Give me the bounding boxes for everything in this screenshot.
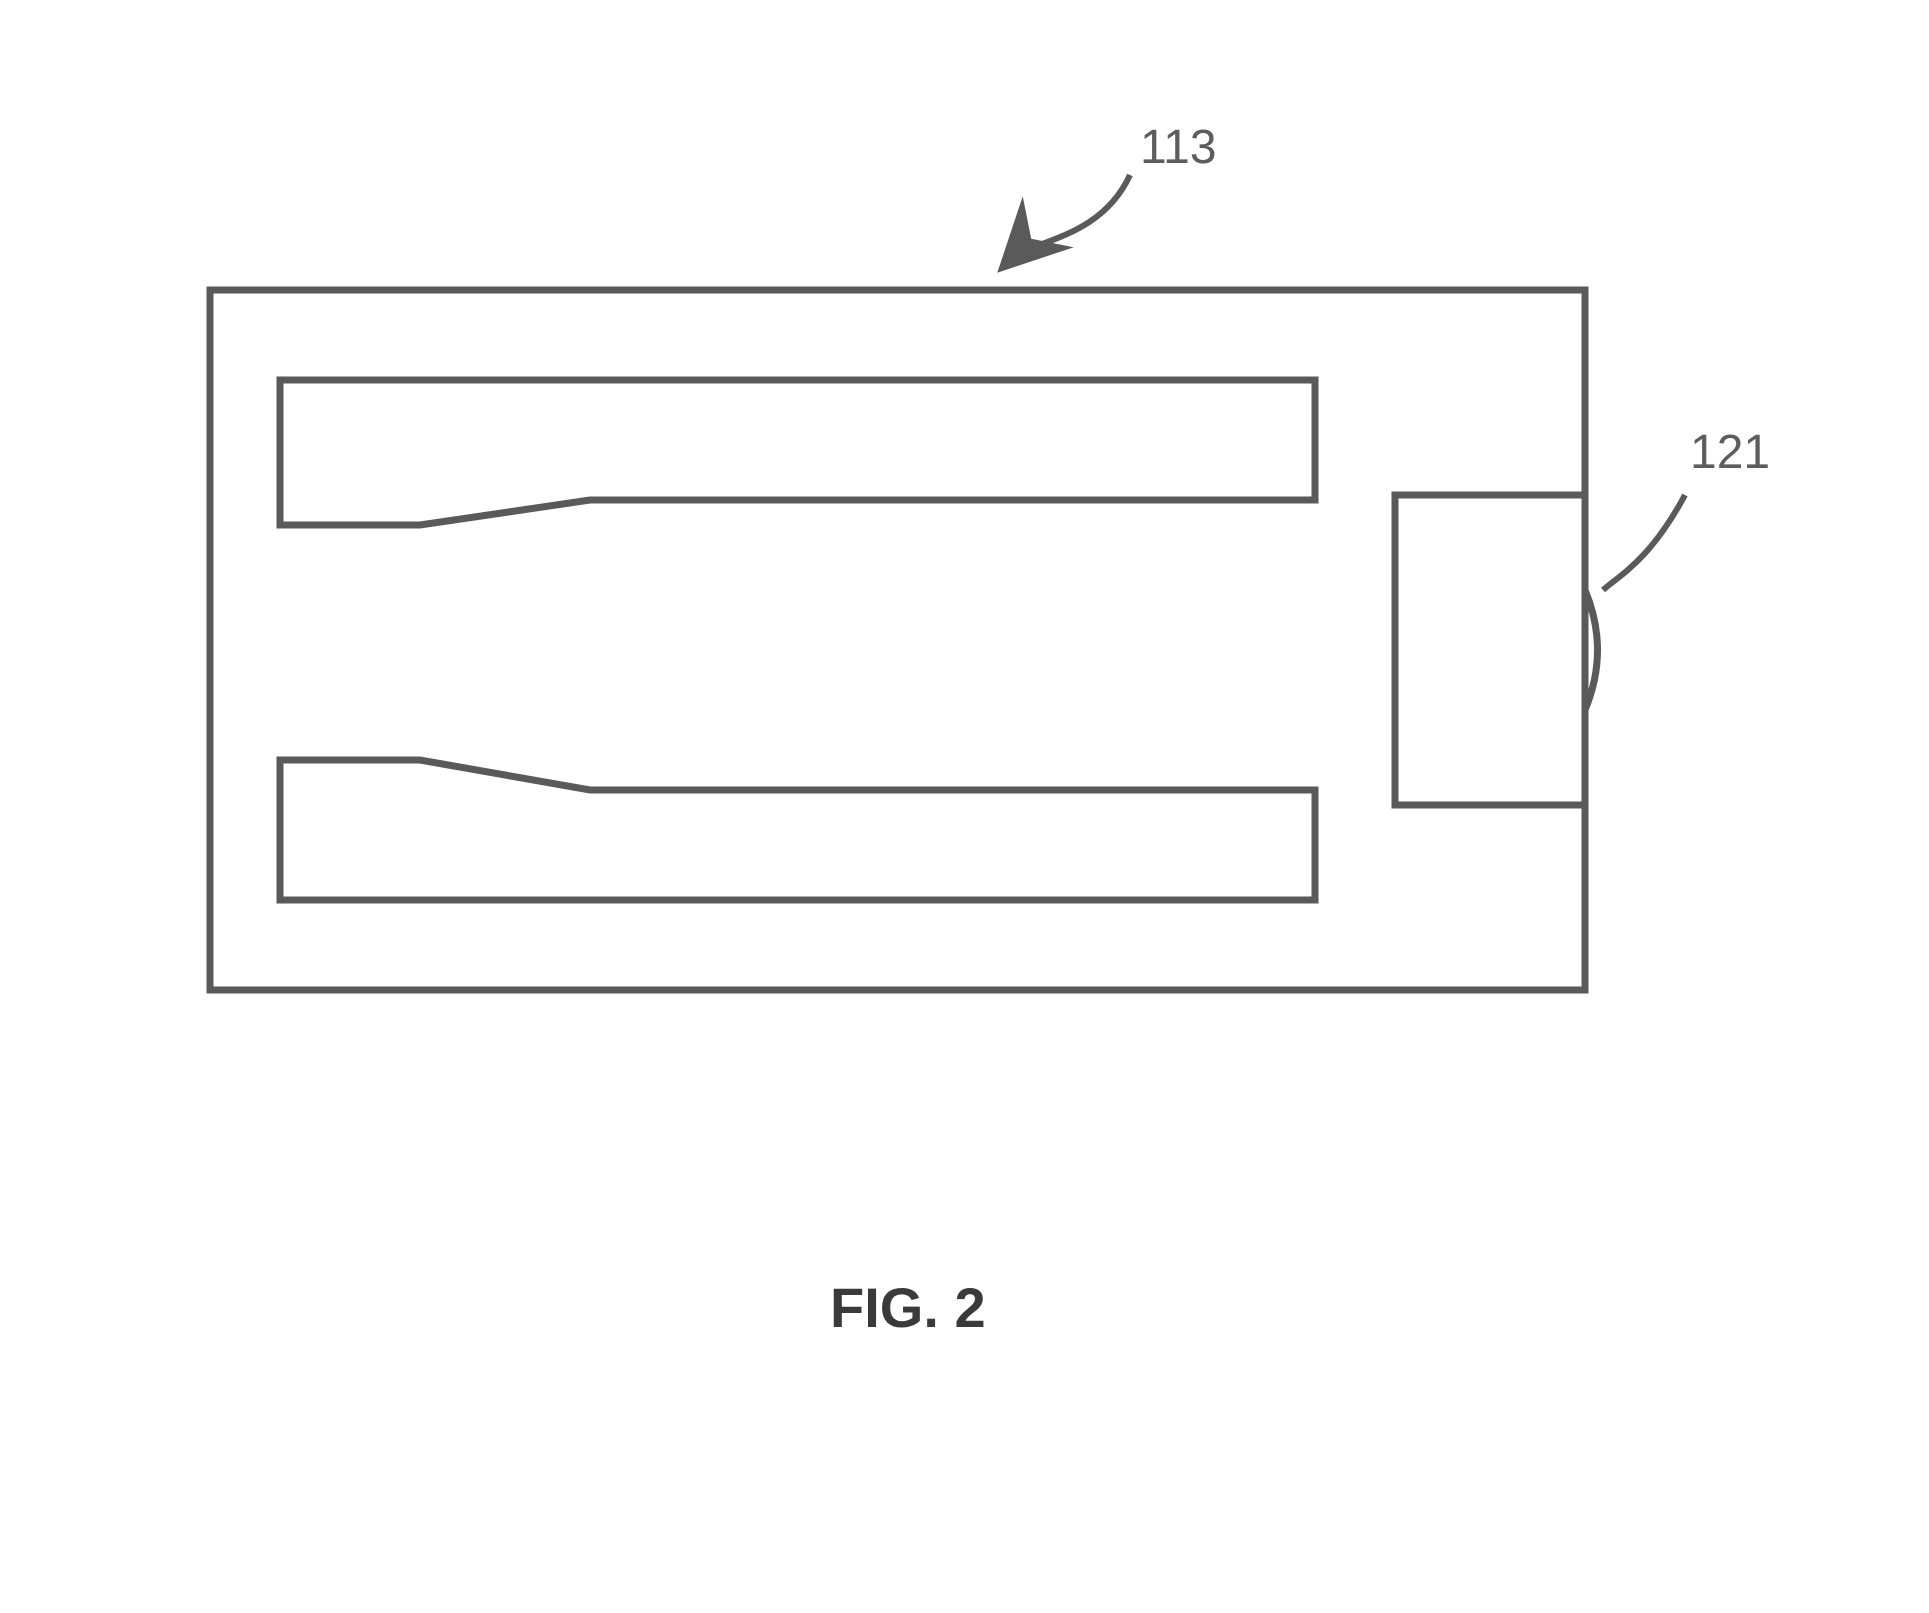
diagram-svg: [0, 0, 1929, 1613]
label-121: 121: [1690, 425, 1770, 480]
label-113: 113: [1140, 120, 1217, 175]
figure-caption: FIG. 2: [830, 1275, 986, 1340]
leader-113: [1010, 175, 1130, 260]
leader-121: [1603, 495, 1685, 590]
bottom-bar: [280, 760, 1315, 900]
figure-canvas: 113 121 FIG. 2: [0, 0, 1929, 1613]
top-bar: [280, 380, 1315, 525]
outer-rect: [210, 290, 1585, 990]
side-block: [1395, 495, 1585, 805]
